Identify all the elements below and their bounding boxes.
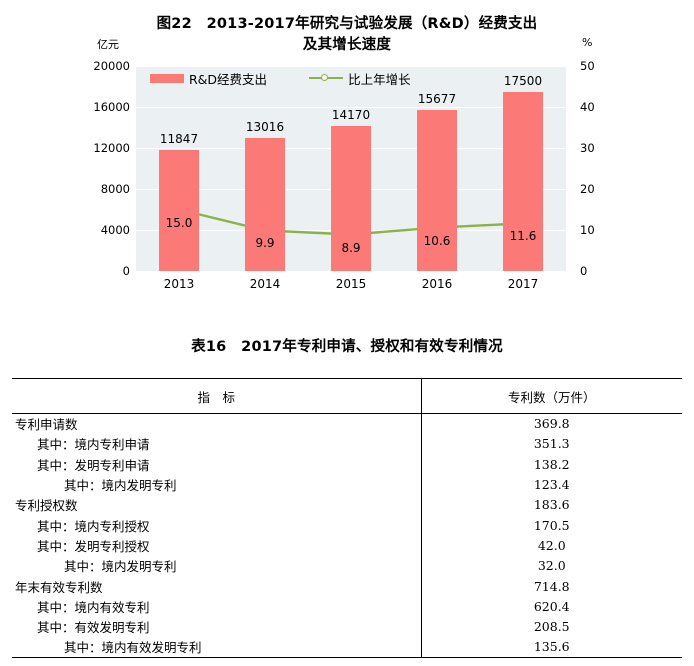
figure-title: 图22 2013-2017年研究与试验发展（R&D）经费支出 及其增长速度 — [0, 14, 694, 56]
table-cell-indicator: 专利授权数 — [12, 494, 422, 515]
table-cell-value: 351.3 — [533, 436, 570, 452]
chart-bar — [503, 91, 543, 271]
legend-line-swatch-icon — [309, 73, 344, 83]
table-cell-value: 369.8 — [533, 416, 570, 432]
table-cell-indicator: 其中：发明专利授权 — [12, 535, 422, 556]
x-axis-tick-label: 2017 — [507, 277, 539, 291]
table-row: 专利申请数 369.8 — [12, 413, 682, 434]
y2-axis-tick-label: 20 — [580, 182, 595, 196]
y2-axis-tick-label: 0 — [580, 264, 588, 278]
table-cell-value: 32.0 — [537, 558, 566, 574]
table-cell-value: 183.6 — [533, 497, 570, 513]
chart-bar — [417, 110, 457, 271]
table-cell-value: 714.8 — [533, 578, 570, 594]
table-cell-indicator: 其中：发明专利申请 — [12, 454, 422, 475]
y-axis-tick-label: 4000 — [100, 223, 130, 237]
line-value-label: 11.6 — [509, 229, 537, 244]
table-row: 专利授权数 183.6 — [12, 494, 682, 515]
y-axis-tick-label: 12000 — [93, 141, 130, 155]
table-title: 表16 2017年专利申请、授权和有效专利情况 — [191, 339, 503, 355]
x-axis-tick-label: 2015 — [335, 277, 367, 291]
table-row: 其中：发明专利申请 138.2 — [12, 454, 682, 475]
table-row: 其中：境内专利申请 351.3 — [12, 433, 682, 455]
bar-value-label: 15677 — [417, 92, 457, 107]
y-axis-unit-label: 亿元 — [97, 38, 119, 51]
table-cell-indicator: 其中：境内专利授权 — [12, 514, 422, 536]
table-cell-indicator: 其中：有效发明专利 — [12, 616, 422, 637]
bar-value-label: 13016 — [245, 119, 285, 134]
chart-bar — [331, 125, 371, 271]
table-body: 专利申请数 369.8 其中：境内专利申请 351.3 其中：发明专利申请 138.2 其中… — [12, 413, 682, 658]
table-row: 年末有效专利数 714.8 — [12, 575, 682, 597]
table-cell-indicator: 其中：境内发明专利 — [12, 474, 422, 495]
x-axis-tick-label: 2013 — [163, 277, 195, 291]
table-header-row: 指 标 专利数（万件） — [12, 378, 682, 414]
rd-expenditure-chart: 亿元 % R&D经费支出 比上年增长 0 4000 8000 12000 16000 20… — [0, 34, 694, 299]
y-axis-tick-label: 0 — [122, 264, 130, 278]
line-value-label: 10.6 — [423, 233, 451, 248]
chart-gridline — [136, 66, 566, 67]
table-cell-indicator: 年末有效专利数 — [12, 575, 422, 597]
y-axis-tick-label: 16000 — [93, 100, 130, 114]
table-row: 其中：发明专利授权 42.0 — [12, 535, 682, 556]
y-axis-tick-label: 8000 — [100, 182, 130, 196]
table-head: 指 标 专利数（万件） — [12, 378, 682, 414]
legend-item-bar: R&D经费支出 — [150, 69, 267, 88]
figure-title-line1: 图22 2013-2017年研究与试验发展（R&D）经费支出 — [156, 16, 538, 32]
table-header-patent-count: 专利数（万件） — [507, 389, 596, 405]
table-cell-indicator: 专利申请数 — [12, 413, 422, 434]
table-cell-indicator: 其中：境内有效专利 — [12, 596, 422, 617]
x-axis-tick-label: 2014 — [249, 277, 281, 291]
table-cell-value: 42.0 — [537, 537, 566, 553]
legend-bar-swatch-icon — [150, 73, 184, 83]
legend-item-line: 比上年增长 — [309, 69, 411, 88]
bar-value-label: 11847 — [159, 131, 199, 146]
figure-title-line2: 及其增长速度 — [302, 37, 392, 53]
table-cell-indicator: 其中：境内发明专利 — [12, 555, 422, 576]
table-row: 其中：境内有效发明专利 135.6 — [12, 636, 682, 658]
y2-axis-tick-label: 10 — [580, 223, 595, 237]
bar-value-label: 17500 — [503, 73, 543, 88]
table-cell-value: 138.2 — [533, 456, 570, 472]
y-axis-tick-label: 20000 — [93, 59, 130, 73]
y2-axis-unit-label: % — [582, 36, 593, 49]
table-row: 其中：境内发明专利 32.0 — [12, 555, 682, 576]
y2-axis-tick-label: 40 — [580, 100, 595, 114]
table-row: 其中：境内有效专利 620.4 — [12, 596, 682, 617]
table-cell-value: 123.4 — [533, 477, 570, 493]
table-cell-indicator: 其中：境内有效发明专利 — [12, 636, 422, 658]
chart-bar — [245, 137, 285, 271]
y2-axis-tick-label: 50 — [580, 59, 595, 73]
patent-statistics-table: 指 标 专利数（万件） 专利申请数 369.8 其中：境内专利申请 351.3 其中：发… — [12, 378, 682, 658]
chart-gridline — [136, 271, 566, 272]
line-value-label: 8.9 — [341, 240, 361, 255]
chart-legend: R&D经费支出 比上年增长 — [150, 69, 411, 88]
x-axis-tick-label: 2016 — [421, 277, 453, 291]
table-cell-indicator: 其中：境内专利申请 — [12, 433, 422, 455]
legend-line-label: 比上年增长 — [348, 71, 411, 87]
chart-bar — [159, 149, 199, 271]
table-row: 其中：有效发明专利 208.5 — [12, 616, 682, 637]
table-cell-value: 170.5 — [533, 517, 570, 533]
legend-bar-label: R&D经费支出 — [189, 71, 268, 87]
table-cell-value: 135.6 — [533, 639, 570, 655]
line-value-label: 15.0 — [165, 215, 193, 230]
line-value-label: 9.9 — [255, 236, 275, 251]
chart-gridline — [136, 107, 566, 108]
table-cell-value: 208.5 — [533, 619, 570, 635]
table-header-indicator: 指 标 — [12, 378, 422, 414]
y2-axis-tick-label: 30 — [580, 141, 595, 155]
bar-value-label: 14170 — [331, 107, 371, 122]
table-cell-value: 620.4 — [533, 598, 570, 614]
table-row: 其中：境内专利授权 170.5 — [12, 514, 682, 536]
table-row: 其中：境内发明专利 123.4 — [12, 474, 682, 495]
